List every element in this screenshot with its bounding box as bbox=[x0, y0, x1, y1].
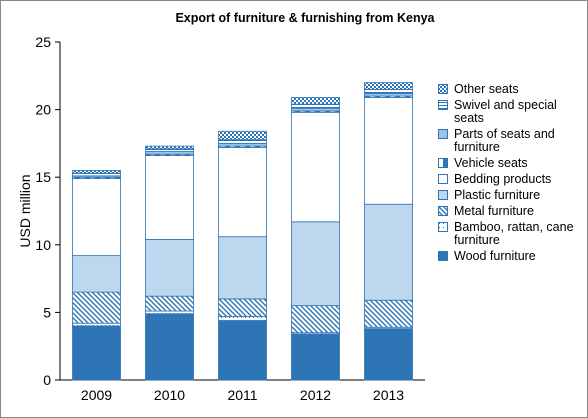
bar-segment bbox=[291, 305, 340, 334]
bar-segment bbox=[218, 138, 267, 144]
bar-segment bbox=[72, 178, 121, 257]
legend-label: Bedding products bbox=[454, 172, 552, 186]
legend-label: Bamboo, rattan, cane furniture bbox=[454, 220, 574, 247]
bar-segment bbox=[145, 151, 194, 155]
legend-label: Other seats bbox=[454, 82, 519, 96]
legend-swatch bbox=[438, 100, 448, 110]
x-tick-label: 2010 bbox=[154, 387, 185, 403]
bar-segment bbox=[145, 155, 194, 240]
chart-title: Export of furniture & furnishing from Ke… bbox=[175, 11, 435, 25]
legend-swatch bbox=[438, 129, 448, 139]
legend-label: Swivel and special seats bbox=[454, 98, 557, 125]
bar-segment bbox=[291, 333, 340, 381]
bar-segment bbox=[291, 97, 340, 105]
legend-label: Metal furniture bbox=[454, 204, 534, 218]
legend-item: Bedding products bbox=[438, 173, 578, 186]
bar-segment bbox=[364, 328, 413, 381]
bar-segment bbox=[72, 170, 121, 174]
bar-segment bbox=[291, 111, 340, 223]
bar-segment bbox=[218, 320, 267, 381]
bar-segment bbox=[291, 221, 340, 307]
bar-segment bbox=[364, 97, 413, 205]
legend-item: Other seats bbox=[438, 83, 578, 96]
legend-item: Metal furniture bbox=[438, 205, 578, 218]
x-tick-label: 2009 bbox=[81, 387, 112, 403]
legend-swatch bbox=[438, 206, 448, 216]
bar-segment bbox=[218, 298, 267, 317]
bar-segment bbox=[72, 172, 121, 177]
legend-item: Wood furniture bbox=[438, 250, 578, 263]
bar-segment bbox=[291, 107, 340, 112]
bar-segment bbox=[364, 88, 413, 94]
legend-item: Plastic furniture bbox=[438, 189, 578, 202]
bar-segment bbox=[218, 142, 267, 147]
legend-swatch bbox=[438, 222, 448, 232]
legend-item: Vehicle seats bbox=[438, 157, 578, 170]
legend-item: Swivel and special seats bbox=[438, 99, 578, 125]
y-axis-label: USD million bbox=[17, 174, 33, 247]
x-tick-label: 2012 bbox=[300, 387, 331, 403]
bar-segment bbox=[72, 322, 121, 327]
bar-segment bbox=[218, 316, 267, 321]
bar-segment bbox=[145, 148, 194, 152]
x-tick-label: 2011 bbox=[227, 387, 257, 403]
legend-label: Plastic furniture bbox=[454, 188, 541, 202]
legend-swatch bbox=[438, 158, 448, 168]
legend-label: Wood furniture bbox=[454, 249, 536, 263]
bar-segment bbox=[291, 103, 340, 109]
bar-segment bbox=[145, 295, 194, 312]
bar-segment bbox=[145, 310, 194, 315]
x-tick-label: 2013 bbox=[373, 387, 404, 403]
bar-segment bbox=[218, 130, 267, 140]
legend-swatch bbox=[438, 190, 448, 200]
bar-segment bbox=[218, 236, 267, 300]
bar-segment bbox=[364, 82, 413, 90]
bar-segment bbox=[364, 299, 413, 328]
y-tick-label: 10 bbox=[35, 237, 51, 253]
legend-item: Bamboo, rattan, cane furniture bbox=[438, 221, 578, 247]
legend-swatch bbox=[438, 251, 448, 261]
legend-label: Vehicle seats bbox=[454, 156, 528, 170]
bar-segment bbox=[218, 147, 267, 238]
bar-segment bbox=[72, 325, 121, 381]
bar-segment bbox=[145, 238, 194, 297]
legend: Other seats Swivel and special seats Parts… bbox=[438, 83, 578, 266]
bar-segment bbox=[364, 203, 413, 301]
y-tick-label: 25 bbox=[35, 34, 51, 50]
bar-segment bbox=[72, 255, 121, 293]
y-tick-label: 20 bbox=[35, 102, 51, 118]
legend-swatch bbox=[438, 174, 448, 184]
y-tick-label: 0 bbox=[43, 372, 51, 388]
bar-segment bbox=[145, 145, 194, 150]
legend-label: Parts of seats and furniture bbox=[454, 127, 555, 154]
legend-swatch bbox=[438, 84, 448, 94]
legend-item: Parts of seats and furniture bbox=[438, 128, 578, 154]
bar-segment bbox=[145, 313, 194, 381]
y-tick-label: 5 bbox=[43, 304, 51, 320]
bar-segment bbox=[364, 92, 413, 97]
y-tick-label: 15 bbox=[35, 169, 51, 185]
bar-segment bbox=[72, 291, 121, 324]
